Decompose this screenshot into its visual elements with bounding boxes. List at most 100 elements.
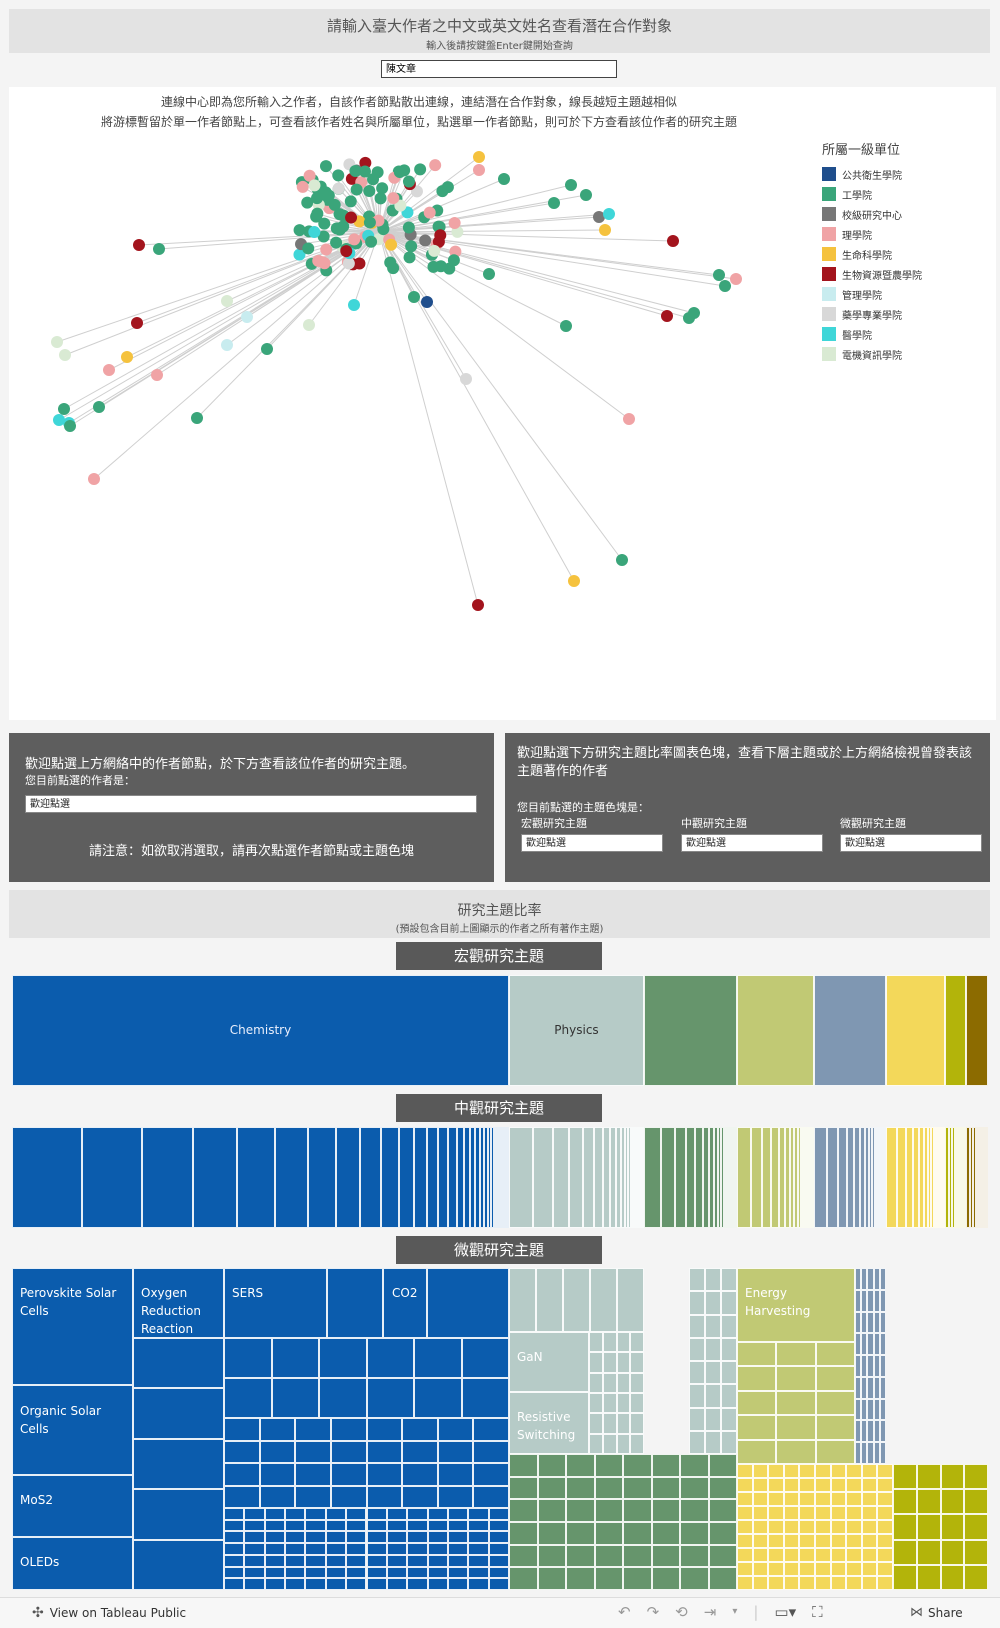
micro-topic-cell[interactable]: [753, 1520, 769, 1534]
meso-topic-cell[interactable]: [193, 1127, 237, 1228]
micro-topic-cell[interactable]: [709, 1454, 738, 1477]
micro-topic-cell[interactable]: [285, 1567, 305, 1579]
legend-item[interactable]: 理學院: [822, 224, 922, 244]
micro-topic-cell[interactable]: [402, 1418, 438, 1441]
author-node[interactable]: [472, 599, 484, 611]
micro-topic-cell[interactable]: [265, 1531, 285, 1543]
micro-topic-cell[interactable]: [367, 1463, 403, 1486]
micro-topic-cell[interactable]: [877, 1520, 893, 1534]
micro-topic-cell[interactable]: [489, 1508, 509, 1520]
author-node[interactable]: [385, 239, 397, 251]
view-on-tableau-link[interactable]: ✣ View on Tableau Public: [32, 1605, 186, 1621]
revert-icon[interactable]: ⟲: [675, 1603, 688, 1621]
meso-topic-cell[interactable]: [986, 1127, 988, 1228]
micro-topic-cell[interactable]: [917, 1489, 941, 1514]
micro-topic-cell[interactable]: [705, 1338, 721, 1361]
micro-topic-cell[interactable]: [630, 1352, 644, 1372]
topic-cell[interactable]: [383, 1268, 427, 1338]
micro-topic-cell[interactable]: [893, 1464, 917, 1489]
micro-topic-cell[interactable]: [705, 1408, 721, 1431]
micro-topic-cell[interactable]: [402, 1486, 438, 1509]
meso-topic-cell[interactable]: [553, 1127, 569, 1228]
micro-topic-cell[interactable]: [880, 1377, 886, 1399]
meso-topic-cell[interactable]: [533, 1127, 553, 1228]
micro-topic-cell[interactable]: [265, 1543, 285, 1555]
micro-topic-cell[interactable]: [448, 1543, 468, 1555]
micro-topic-cell[interactable]: [428, 1531, 448, 1543]
micro-topic-cell[interactable]: [721, 1408, 737, 1431]
author-node[interactable]: [719, 280, 731, 292]
micro-topic-cell[interactable]: [941, 1540, 965, 1565]
author-node[interactable]: [58, 403, 70, 415]
micro-topic-cell[interactable]: [816, 1342, 855, 1366]
micro-topic-cell[interactable]: [448, 1520, 468, 1532]
micro-topic-cell[interactable]: [272, 1378, 320, 1418]
micro-topic-cell[interactable]: [753, 1562, 769, 1576]
author-node[interactable]: [442, 181, 454, 193]
micro-topic-cell[interactable]: [566, 1499, 595, 1522]
micro-topic-cell[interactable]: [326, 1520, 346, 1532]
micro-topic-cell[interactable]: [224, 1463, 260, 1486]
micro-topic-cell[interactable]: [689, 1361, 705, 1384]
micro-topic-cell[interactable]: [489, 1520, 509, 1532]
micro-topic-cell[interactable]: [509, 1522, 538, 1545]
micro-topic-cell[interactable]: [877, 1548, 893, 1562]
micro-topic-cell[interactable]: [224, 1486, 260, 1509]
micro-topic-cell[interactable]: [680, 1477, 709, 1500]
author-node[interactable]: [363, 185, 375, 197]
micro-topic-cell[interactable]: [776, 1391, 815, 1415]
author-node[interactable]: [548, 197, 560, 209]
micro-topic-cell[interactable]: [224, 1418, 260, 1441]
micro-topic-cell[interactable]: [428, 1543, 448, 1555]
micro-topic-cell[interactable]: [438, 1418, 474, 1441]
micro-topic-cell[interactable]: [831, 1520, 847, 1534]
micro-topic-cell[interactable]: [387, 1520, 407, 1532]
micro-topic-cell[interactable]: [877, 1576, 893, 1590]
author-node[interactable]: [349, 165, 361, 177]
micro-topic-cell[interactable]: [705, 1431, 721, 1454]
micro-topic-cell[interactable]: [705, 1291, 721, 1314]
micro-topic-cell[interactable]: [652, 1567, 681, 1590]
micro-topic-cell[interactable]: [737, 1366, 776, 1390]
micro-topic-cell[interactable]: [595, 1522, 624, 1545]
micro-topic-cell[interactable]: [260, 1486, 296, 1509]
author-node[interactable]: [403, 221, 415, 233]
micro-topic-cell[interactable]: [680, 1522, 709, 1545]
author-node[interactable]: [427, 261, 439, 273]
author-node[interactable]: [428, 245, 440, 257]
micro-topic-cell[interactable]: [428, 1578, 448, 1590]
author-node[interactable]: [330, 237, 342, 249]
micro-topic-cell[interactable]: [563, 1268, 590, 1332]
micro-topic-cell[interactable]: [880, 1333, 886, 1355]
meso-topic-cell[interactable]: [448, 1127, 457, 1228]
micro-topic-cell[interactable]: [941, 1464, 965, 1489]
micro-topic-cell[interactable]: [652, 1499, 681, 1522]
meso-topic-cell[interactable]: [603, 1127, 610, 1228]
micro-topic-cell[interactable]: [260, 1463, 296, 1486]
micro-topic-cell[interactable]: [877, 1562, 893, 1576]
author-node[interactable]: [403, 175, 415, 187]
micro-topic-cell[interactable]: [846, 1506, 862, 1520]
author-node[interactable]: [667, 235, 679, 247]
micro-topic-cell[interactable]: [784, 1492, 800, 1506]
macro-topic-cell[interactable]: [886, 975, 945, 1086]
micro-topic-cell[interactable]: [367, 1555, 387, 1567]
micro-topic-cell[interactable]: [407, 1531, 427, 1543]
micro-topic-cell[interactable]: [753, 1478, 769, 1492]
micro-topic-cell[interactable]: [689, 1268, 705, 1291]
author-node[interactable]: [53, 414, 65, 426]
author-node[interactable]: [599, 224, 611, 236]
author-node[interactable]: [384, 257, 396, 269]
micro-topic-cell[interactable]: [705, 1315, 721, 1338]
micro-topic-cell[interactable]: [964, 1540, 988, 1565]
micro-topic-cell[interactable]: [133, 1388, 224, 1438]
micro-topic-cell[interactable]: [407, 1543, 427, 1555]
micro-topic-cell[interactable]: [387, 1555, 407, 1567]
micro-topic-cell[interactable]: [768, 1520, 784, 1534]
micro-topic-cell[interactable]: [468, 1508, 488, 1520]
author-node[interactable]: [334, 224, 346, 236]
author-node[interactable]: [191, 412, 203, 424]
micro-topic-cell[interactable]: [244, 1531, 264, 1543]
micro-topic-cell[interactable]: [964, 1514, 988, 1539]
